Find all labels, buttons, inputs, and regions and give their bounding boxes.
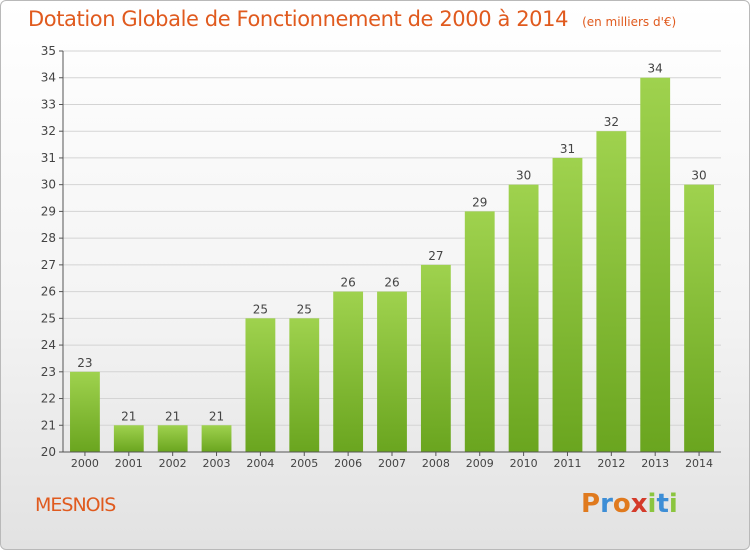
y-tick-label: 35: [41, 44, 56, 58]
bar-2011: [552, 157, 583, 452]
y-tick-label: 20: [41, 445, 56, 459]
bar-value-label: 25: [253, 302, 268, 316]
y-tick-label: 24: [41, 338, 56, 352]
commune-name: MESNOIS: [35, 494, 116, 516]
x-tick-label: 2005: [290, 457, 318, 470]
bar-2005: [289, 318, 320, 452]
y-tick-label: 21: [41, 418, 56, 432]
chart-title: Dotation Globale de Fonctionnement de 20…: [28, 7, 676, 31]
bar-value-label: 30: [516, 169, 531, 183]
x-tick-label: 2002: [159, 457, 187, 470]
bar-value-label: 27: [428, 249, 443, 263]
bar-value-label: 26: [384, 276, 399, 290]
bar-2014: [684, 184, 714, 452]
bar-2006: [333, 291, 364, 452]
bar-value-label: 30: [691, 169, 706, 183]
bars: 23 21 21 21 25 25 26 26 27 29 30 31 32 34 30: [70, 62, 714, 452]
y-tick-label: 34: [41, 71, 56, 85]
logo-letter: t: [656, 489, 669, 519]
bar-value-label: 29: [472, 195, 487, 209]
x-tick-label: 2010: [510, 457, 538, 470]
bar-2003: [201, 425, 232, 452]
x-tick-label: 2001: [115, 457, 143, 470]
bar-value-label: 21: [209, 409, 224, 423]
y-tick-label: 25: [41, 311, 56, 325]
chart-subtitle: (en milliers d'€): [582, 15, 677, 29]
x-tick-label: 2013: [641, 457, 669, 470]
logo-letter: x: [630, 489, 648, 519]
bar-2000: [70, 371, 100, 452]
x-tick-label: 2006: [334, 457, 362, 470]
logo-letter: o: [612, 489, 631, 519]
x-tick-label: 2008: [422, 457, 450, 470]
bar-2010: [508, 184, 539, 452]
x-tick-label: 2012: [597, 457, 625, 470]
y-tick-label: 26: [41, 285, 56, 299]
x-tick-label: 2000: [71, 457, 99, 470]
axes: 20 21 22 23 24 25 26 27 28 29 30 31 32 33 34 35 2000 2001…: [41, 44, 721, 470]
bar-value-label: 23: [77, 356, 92, 370]
x-tick-label: 2003: [203, 457, 231, 470]
bar-value-label: 26: [340, 276, 355, 290]
bar-value-label: 32: [604, 115, 619, 129]
bar-2008: [420, 264, 451, 452]
y-tick-label: 30: [41, 178, 56, 192]
x-tick-label: 2007: [378, 457, 406, 470]
y-tick-label: 33: [41, 97, 56, 111]
y-tick-label: 28: [41, 231, 56, 245]
y-tick-label: 22: [41, 392, 56, 406]
bar-value-label: 25: [297, 302, 312, 316]
bar-2007: [377, 291, 407, 452]
logo-letter: P: [581, 489, 601, 519]
bar-2004: [245, 318, 276, 452]
logo-letter: i: [668, 489, 678, 519]
bar-value-label: 34: [648, 62, 663, 76]
bar-2012: [596, 131, 627, 452]
bar-value-label: 21: [165, 409, 180, 423]
bar-2013: [640, 77, 671, 452]
chart-title-text: Dotation Globale de Fonctionnement de 20…: [28, 7, 569, 31]
bar-2002: [157, 425, 188, 452]
bar-value-label: 31: [560, 142, 575, 156]
y-tick-label: 29: [41, 204, 56, 218]
x-tick-label: 2004: [246, 457, 274, 470]
y-tick-label: 32: [41, 124, 56, 138]
logo-letter: r: [600, 489, 613, 519]
x-tick-label: 2014: [685, 457, 713, 470]
y-tick-label: 27: [41, 258, 56, 272]
bar-2001: [113, 425, 144, 452]
bar-2009: [464, 211, 495, 452]
proxiti-logo: Proxiti: [581, 489, 678, 519]
bar-value-label: 21: [121, 409, 136, 423]
y-tick-label: 23: [41, 365, 56, 379]
x-tick-label: 2011: [553, 457, 581, 470]
logo-letter: i: [647, 489, 657, 519]
x-tick-label: 2009: [466, 457, 494, 470]
y-tick-label: 31: [41, 151, 56, 165]
